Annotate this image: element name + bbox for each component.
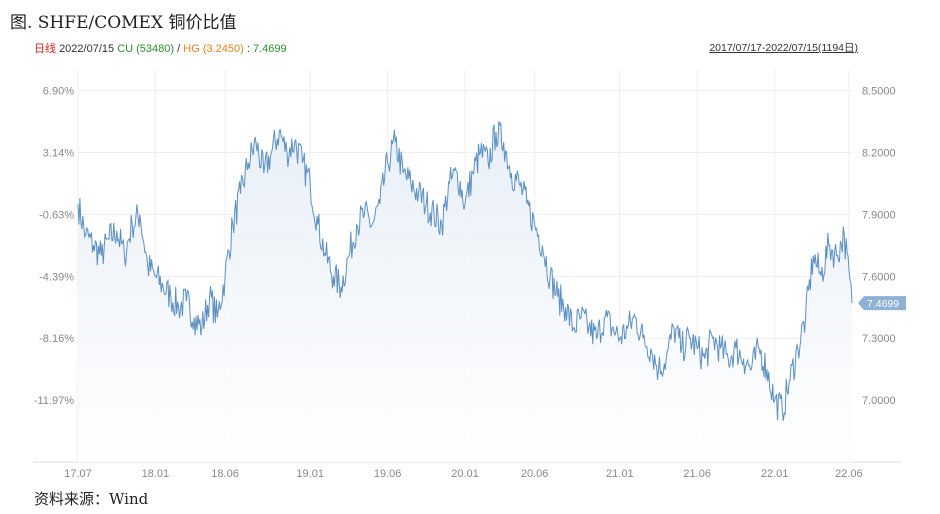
right-tick-label: 7.6000: [862, 271, 896, 283]
x-tick-label: 18.01: [142, 468, 170, 480]
right-tick-label: 7.0000: [862, 395, 896, 407]
legend-hg-label: HG: [183, 43, 200, 55]
left-tick-label: -11.97%: [34, 395, 74, 407]
legend-sep: :: [246, 43, 250, 55]
x-tick-label: 20.01: [451, 468, 479, 480]
date-range[interactable]: 2017/07/17-2022/07/15(1194日): [709, 42, 858, 54]
right-tick-label: 7.3000: [862, 333, 896, 345]
last-value-label: 7.4699: [867, 298, 899, 310]
legend-date: 2022/07/15: [59, 43, 115, 55]
series-line: [77, 121, 853, 421]
legend-slash: /: [177, 43, 181, 55]
left-tick-label: -8.16%: [39, 333, 74, 345]
legend-cu-label: CU: [117, 43, 134, 55]
last-value-marker: 7.4699: [858, 296, 906, 311]
x-tick-label: 21.01: [606, 468, 634, 480]
left-tick-label: -0.63%: [39, 209, 74, 221]
last-value-tag: [858, 296, 906, 311]
right-tick-label: 8.5000: [862, 86, 896, 98]
x-axis: 17.07 18.01 18.06 19.01 19.06 20.01 20.06 21.01…: [64, 468, 862, 480]
series-area: [78, 121, 852, 462]
chart-title: 图. SHFE/COMEX 铜价比值: [10, 13, 237, 33]
source-note: 资料来源：Wind: [34, 490, 149, 508]
x-tick-label: 19.06: [374, 468, 402, 480]
legend-ratio: 7.4699: [252, 43, 287, 55]
x-tick-label: 22.01: [761, 468, 789, 480]
left-tick-label: 3.14%: [43, 148, 74, 160]
x-tick-label: 19.01: [296, 468, 324, 480]
left-axis: 6.90% 3.14% -0.63% -4.39% -8.16% -11.97%: [34, 86, 74, 407]
legend-cu-value: (53480): [136, 43, 175, 55]
x-tick-label: 17.07: [64, 468, 92, 480]
x-tick-label: 18.06: [211, 468, 239, 480]
x-tick-label: 21.06: [683, 468, 711, 480]
right-tick-label: 8.2000: [862, 148, 896, 160]
right-tick-label: 7.9000: [862, 209, 896, 221]
legend-prefix: 日线: [34, 43, 56, 55]
right-axis: 8.5000 8.2000 7.9000 7.6000 7.3000 7.0000: [862, 86, 896, 407]
x-tick-label: 22.06: [835, 468, 863, 480]
left-tick-label: 6.90%: [43, 86, 74, 98]
x-tick-label: 20.06: [521, 468, 549, 480]
legend-hg-value: (3.2450): [202, 43, 244, 55]
left-tick-label: -4.39%: [39, 271, 74, 283]
legend: 日线 2022/07/15 CU (53480) / HG (3.2450) :…: [34, 40, 287, 56]
